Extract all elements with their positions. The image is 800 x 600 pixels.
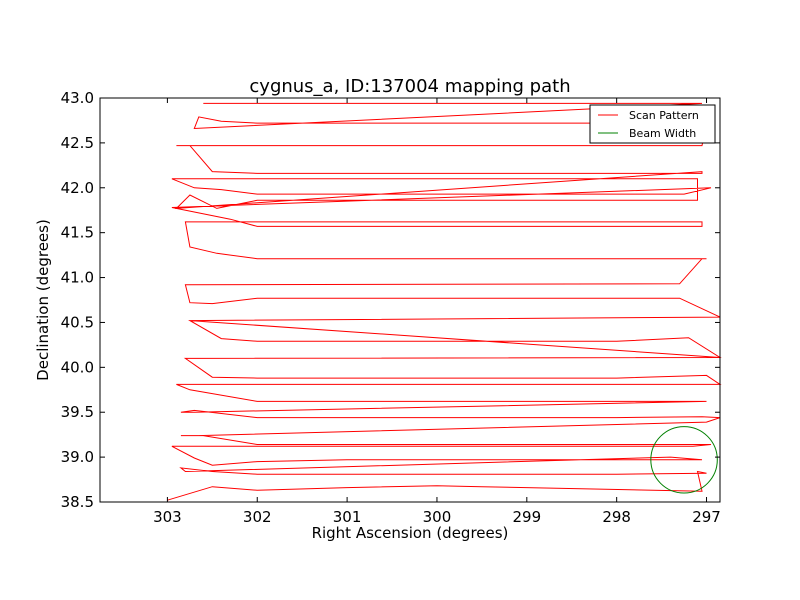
y-tick-label: 40.0 <box>61 358 94 376</box>
legend: Scan Pattern Beam Width <box>589 104 716 144</box>
x-tick-label: 303 <box>153 508 182 526</box>
y-tick-label: 42.5 <box>61 134 94 152</box>
legend-box <box>589 104 716 144</box>
x-tick-label: 300 <box>423 508 452 526</box>
x-tick-label: 299 <box>512 508 541 526</box>
beam-width-layer <box>650 426 718 494</box>
plot-frame <box>99 97 721 503</box>
y-tick-label: 43.0 <box>61 89 94 107</box>
x-axis-label: Right Ascension (degrees) <box>312 524 509 542</box>
y-tick-label: 41.0 <box>61 269 94 287</box>
x-axis-ticks: 303 302 301 300 299 298 297 <box>153 98 721 526</box>
scan-pattern-line <box>167 102 722 501</box>
x-tick-label: 297 <box>692 508 721 526</box>
legend-label-scan-pattern: Scan Pattern <box>629 109 699 122</box>
x-tick-label: 301 <box>333 508 362 526</box>
scan-pattern-layer <box>167 102 722 501</box>
y-axis-label: Declination (degrees) <box>34 219 52 381</box>
y-tick-label: 40.5 <box>61 313 94 331</box>
x-tick-label: 298 <box>602 508 631 526</box>
plot-area <box>167 102 722 501</box>
chart-title: cygnus_a, ID:137004 mapping path <box>249 76 570 97</box>
y-tick-label: 39.0 <box>61 448 94 466</box>
y-tick-label: 42.0 <box>61 179 94 197</box>
y-tick-label: 39.5 <box>61 403 94 421</box>
y-tick-label: 41.5 <box>61 224 94 242</box>
legend-label-beam-width: Beam Width <box>629 127 696 140</box>
x-tick-label: 302 <box>243 508 272 526</box>
y-tick-label: 38.5 <box>61 493 94 511</box>
beam-width-circle <box>650 426 718 494</box>
y-axis-ticks: 38.5 39.0 39.5 40.0 40.5 41.0 41.5 42.0 42.5 43.0 <box>61 89 720 511</box>
